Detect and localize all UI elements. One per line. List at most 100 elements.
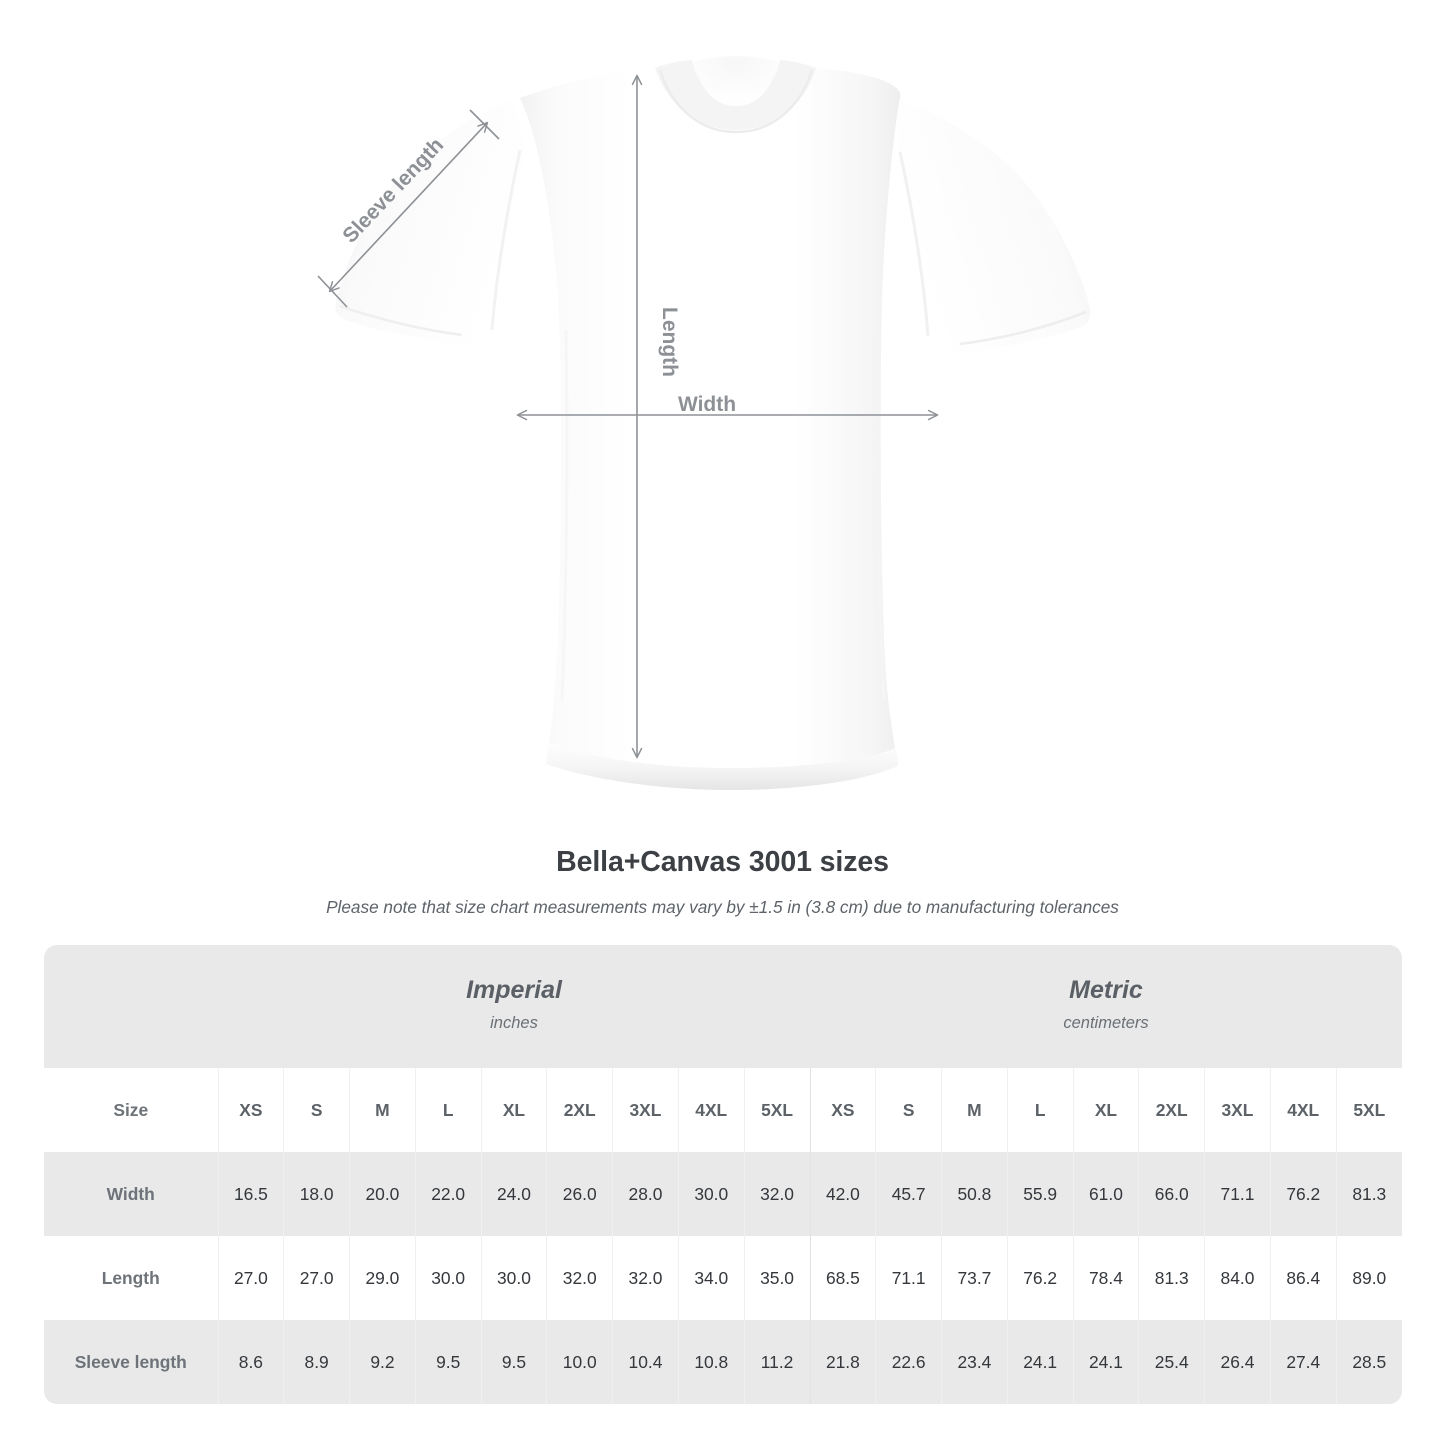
cell-width-met-4: 61.0 <box>1072 1152 1139 1236</box>
cell-sleeve-met-3: 24.1 <box>1006 1320 1074 1404</box>
cell-sleeve-imp-2: 9.2 <box>349 1320 416 1404</box>
cell-sleeve-met-0: 21.8 <box>809 1320 876 1404</box>
cell-width-imp-2: 20.0 <box>349 1152 416 1236</box>
row-label-length: Length <box>44 1236 218 1320</box>
cell-length-met-5: 81.3 <box>1138 1236 1205 1320</box>
cell-length-met-0: 68.5 <box>809 1236 876 1320</box>
size-header-met-4: XL <box>1072 1068 1139 1152</box>
collar-outer <box>655 60 816 130</box>
cell-width-imp-1: 18.0 <box>283 1152 350 1236</box>
right-sleeve <box>898 100 1091 354</box>
size-header-imp-3: L <box>414 1068 482 1152</box>
fold-line-left <box>560 329 569 701</box>
cell-width-met-7: 76.2 <box>1269 1152 1337 1236</box>
size-header-met-8: 5XL <box>1335 1068 1402 1152</box>
cell-sleeve-imp-6: 10.4 <box>612 1320 679 1404</box>
cell-sleeve-imp-3: 9.5 <box>414 1320 482 1404</box>
cell-sleeve-met-6: 26.4 <box>1204 1320 1271 1404</box>
cell-width-imp-5: 26.0 <box>546 1152 613 1236</box>
cell-length-met-2: 73.7 <box>941 1236 1008 1320</box>
sleeve-cuff-left <box>339 304 463 337</box>
unit-sub-imperial: inches <box>490 1013 538 1032</box>
unit-cell-metric: Metric centimeters <box>810 945 1402 1068</box>
table-row: Width 16.5 18.0 20.0 22.0 24.0 26.0 28.0… <box>44 1152 1402 1236</box>
sleeve-seam-left <box>490 149 522 331</box>
tshirt-shape <box>335 56 1091 790</box>
cell-sleeve-met-8: 28.5 <box>1335 1320 1402 1404</box>
cell-length-met-3: 76.2 <box>1006 1236 1074 1320</box>
fold-line-right <box>875 329 886 701</box>
cell-length-met-8: 89.0 <box>1335 1236 1402 1320</box>
cell-length-imp-8: 35.0 <box>743 1236 810 1320</box>
size-header-imp-7: 4XL <box>677 1068 745 1152</box>
sleeve-length-arrow <box>328 121 489 293</box>
hem-shadow <box>546 742 898 790</box>
unit-name-imperial: Imperial <box>466 975 562 1004</box>
cell-width-met-3: 55.9 <box>1006 1152 1074 1236</box>
dimension-arrows <box>317 74 939 759</box>
size-chart-body: Imperial inches Metric centimeters Size … <box>44 945 1402 1404</box>
cell-width-met-1: 45.7 <box>875 1152 942 1236</box>
cell-sleeve-imp-7: 10.8 <box>677 1320 745 1404</box>
size-header-imp-6: 3XL <box>612 1068 679 1152</box>
cell-width-met-6: 71.1 <box>1204 1152 1271 1236</box>
size-header-met-0: XS <box>809 1068 876 1152</box>
column-header-size: Size <box>44 1068 218 1152</box>
table-row: Sleeve length 8.6 8.9 9.2 9.5 9.5 10.0 1… <box>44 1320 1402 1404</box>
size-header-met-7: 4XL <box>1269 1068 1337 1152</box>
unit-cell-imperial: Imperial inches <box>218 945 810 1068</box>
cell-width-imp-0: 16.5 <box>217 1152 284 1236</box>
unit-sub-metric: centimeters <box>1063 1013 1149 1032</box>
cell-length-met-6: 84.0 <box>1204 1236 1271 1320</box>
size-header-met-2: M <box>941 1068 1008 1152</box>
size-header-met-3: L <box>1006 1068 1074 1152</box>
cell-sleeve-met-1: 22.6 <box>875 1320 942 1404</box>
cell-length-imp-4: 30.0 <box>480 1236 547 1320</box>
cell-length-imp-5: 32.0 <box>546 1236 613 1320</box>
sleeve-tick-bottom <box>317 275 348 308</box>
size-header-imp-4: XL <box>480 1068 547 1152</box>
page-title: Bella+Canvas 3001 sizes <box>556 846 889 878</box>
cell-sleeve-met-5: 25.4 <box>1138 1320 1205 1404</box>
cell-sleeve-met-7: 27.4 <box>1269 1320 1337 1404</box>
cell-sleeve-imp-4: 9.5 <box>480 1320 547 1404</box>
table-row: Length 27.0 27.0 29.0 30.0 30.0 32.0 32.… <box>44 1236 1402 1320</box>
title-block: Bella+Canvas 3001 sizes Please note that… <box>0 845 1445 918</box>
size-header-met-1: S <box>875 1068 942 1152</box>
cell-length-met-1: 71.1 <box>875 1236 942 1320</box>
cell-width-imp-7: 30.0 <box>677 1152 745 1236</box>
size-header-imp-8: 5XL <box>743 1068 810 1152</box>
cell-sleeve-imp-5: 10.0 <box>546 1320 613 1404</box>
cell-width-met-2: 50.8 <box>941 1152 1008 1236</box>
unit-header-row: Imperial inches Metric centimeters <box>44 945 1402 1068</box>
sleeve-seam-right <box>898 151 930 337</box>
cell-width-met-8: 81.3 <box>1335 1152 1402 1236</box>
size-header-imp-2: M <box>349 1068 416 1152</box>
tolerance-note: Please note that size chart measurements… <box>326 897 1119 917</box>
table-header-row: Size XS S M L XL 2XL 3XL 4XL 5XL XS S M … <box>44 1068 1402 1152</box>
cell-sleeve-imp-0: 8.6 <box>217 1320 284 1404</box>
cell-sleeve-met-4: 24.1 <box>1072 1320 1139 1404</box>
cell-length-imp-6: 32.0 <box>612 1236 679 1320</box>
shirt-body <box>520 68 901 774</box>
cell-width-imp-6: 28.0 <box>612 1152 679 1236</box>
row-label-width: Width <box>44 1152 218 1236</box>
cell-sleeve-imp-1: 8.9 <box>283 1320 350 1404</box>
width-label: Width <box>678 393 736 416</box>
row-label-sleeve-length: Sleeve length <box>44 1320 218 1404</box>
size-chart-table-wrap: Imperial inches Metric centimeters Size … <box>44 945 1402 1404</box>
unit-name-metric: Metric <box>1069 975 1143 1004</box>
cell-width-imp-3: 22.0 <box>414 1152 482 1236</box>
size-header-imp-0: XS <box>217 1068 284 1152</box>
cell-length-imp-7: 34.0 <box>677 1236 745 1320</box>
sleeve-cuff-right <box>959 310 1087 346</box>
size-header-imp-5: 2XL <box>546 1068 613 1152</box>
cell-length-imp-2: 29.0 <box>349 1236 416 1320</box>
cell-sleeve-met-2: 23.4 <box>941 1320 1008 1404</box>
length-label: Length <box>658 307 681 377</box>
cell-length-met-7: 86.4 <box>1269 1236 1337 1320</box>
cell-width-met-0: 42.0 <box>809 1152 876 1236</box>
cell-length-imp-0: 27.0 <box>217 1236 284 1320</box>
cell-length-imp-1: 27.0 <box>283 1236 350 1320</box>
collar-rib <box>658 69 814 134</box>
